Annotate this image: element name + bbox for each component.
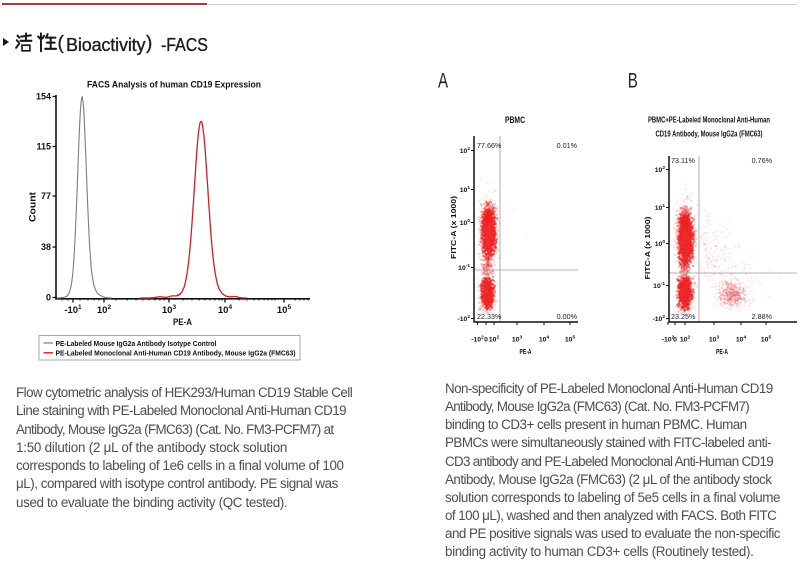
svg-text:104: 104: [539, 335, 550, 344]
svg-text:77: 77: [41, 191, 51, 201]
svg-text:102: 102: [97, 304, 112, 316]
svg-text:103: 103: [709, 335, 720, 344]
svg-text:0: 0: [673, 337, 677, 344]
svg-text:101: 101: [460, 185, 471, 194]
svg-text:102: 102: [655, 165, 666, 174]
svg-text:0.00%: 0.00%: [557, 312, 578, 321]
svg-text:100: 100: [655, 239, 666, 248]
svg-text:PE-A: PE-A: [173, 317, 192, 327]
svg-text:PE-Labeled Monoclonal Anti-Hum: PE-Labeled Monoclonal Anti-Human CD19 An…: [56, 349, 296, 358]
svg-text:-101: -101: [64, 304, 82, 316]
svg-text:PE-A: PE-A: [520, 349, 532, 356]
svg-text:77.66%: 77.66%: [477, 141, 502, 150]
svg-text:73.11%: 73.11%: [671, 156, 695, 165]
svg-text:0: 0: [484, 337, 488, 344]
svg-text:Count: Count: [28, 191, 39, 222]
svg-text:B: B: [628, 68, 638, 92]
svg-text:115: 115: [36, 142, 51, 152]
svg-text:104: 104: [736, 335, 747, 344]
svg-text:PBMC+PE-Labeled Monoclonal Ant: PBMC+PE-Labeled Monoclonal Anti-Human: [648, 116, 770, 125]
svg-text:FACS Analysis of human CD19 Ex: FACS Analysis of human CD19 Expression: [87, 80, 261, 91]
svg-text:105: 105: [761, 335, 772, 344]
svg-text:104: 104: [218, 304, 233, 316]
svg-text:38: 38: [41, 242, 51, 252]
svg-text:105: 105: [277, 304, 292, 316]
svg-text:103: 103: [162, 304, 177, 316]
svg-text:FITC-A (x 1000): FITC-A (x 1000): [643, 216, 652, 280]
svg-text:-102: -102: [471, 335, 484, 344]
svg-text:-102: -102: [458, 314, 471, 323]
svg-text:154: 154: [36, 92, 51, 102]
svg-text:-102: -102: [653, 314, 666, 323]
svg-text:105: 105: [565, 335, 576, 344]
svg-text:PE-Labeled Mouse IgG2a Antibod: PE-Labeled Mouse IgG2a Antibody Isotype …: [56, 339, 217, 348]
svg-text:0.76%: 0.76%: [752, 156, 773, 165]
svg-text:10-1: 10-1: [458, 263, 470, 272]
svg-text:A: A: [438, 68, 449, 92]
svg-text:10-1: 10-1: [653, 281, 665, 290]
svg-text:103: 103: [512, 335, 523, 344]
svg-text:-102: -102: [662, 335, 675, 344]
svg-text:22.33%: 22.33%: [477, 312, 502, 321]
svg-text:CD19 Antibody, Mouse IgG2a (FM: CD19 Antibody, Mouse IgG2a (FMC63): [656, 130, 763, 139]
svg-text:PBMC: PBMC: [505, 115, 525, 125]
svg-text:PE-A: PE-A: [716, 349, 728, 356]
svg-text:2.88%: 2.88%: [752, 312, 773, 321]
svg-text:102: 102: [489, 335, 500, 344]
svg-text:101: 101: [655, 203, 666, 212]
svg-text:23.25%: 23.25%: [671, 312, 696, 321]
svg-text:0.01%: 0.01%: [557, 141, 578, 150]
svg-text:102: 102: [460, 146, 471, 155]
svg-text:102: 102: [680, 335, 691, 344]
svg-text:FITC-A (x 1000): FITC-A (x 1000): [449, 195, 458, 259]
svg-text:100: 100: [460, 218, 471, 227]
svg-text:0: 0: [46, 293, 51, 303]
